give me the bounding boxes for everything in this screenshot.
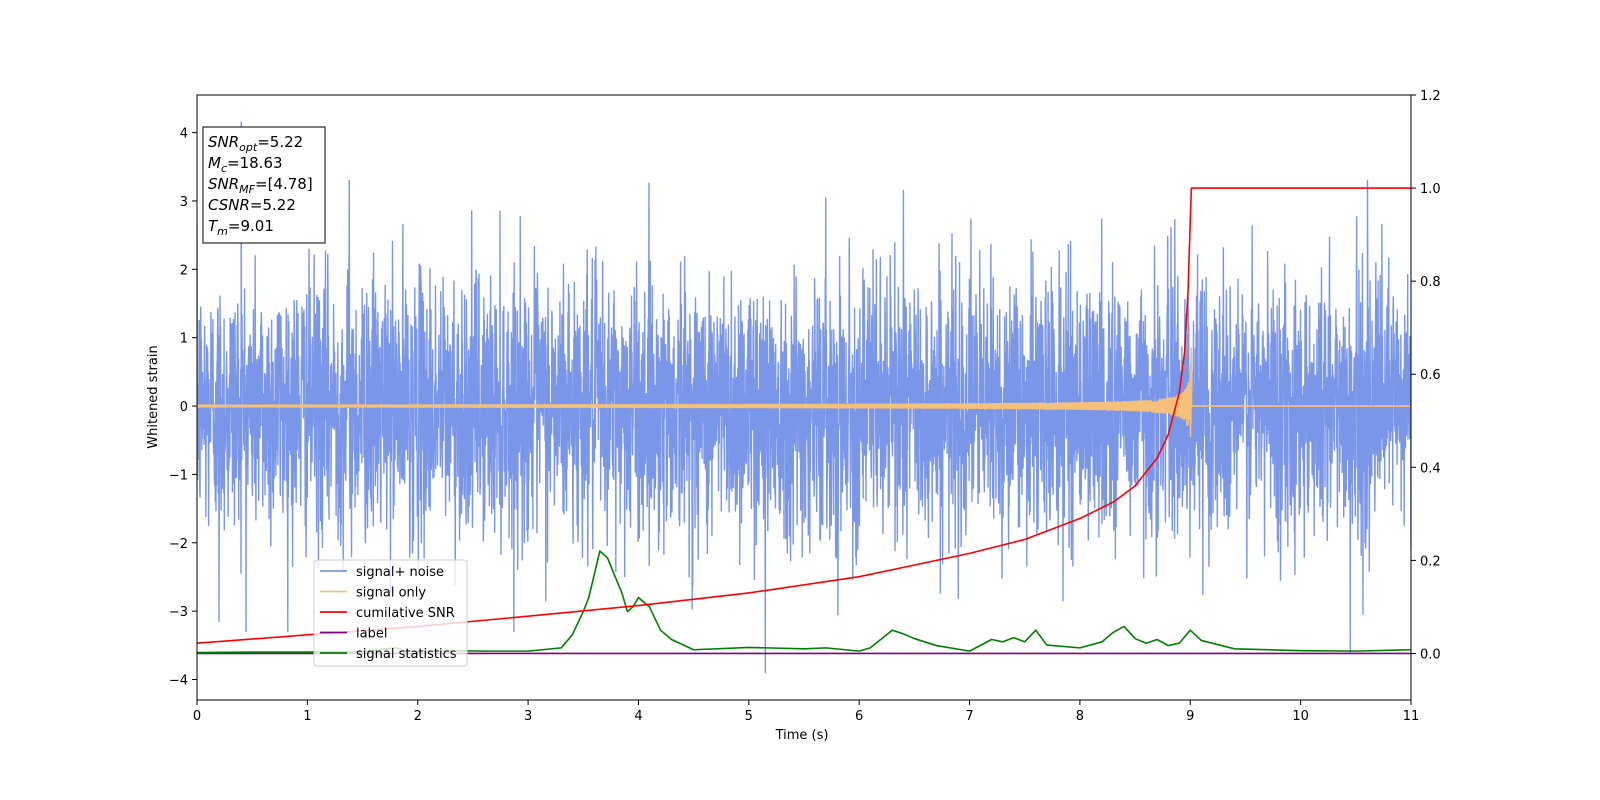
annotation-frame (202, 126, 326, 244)
legend: signal+ noise signal only cumilative SNR la… (313, 559, 468, 667)
x-tick-label: 7 (965, 709, 973, 724)
x-tick-label: 10 (1292, 709, 1309, 724)
x-tick-label: 8 (1076, 709, 1084, 724)
series-line-1 (197, 347, 1411, 438)
y2-tick-label: 0.4 (1420, 461, 1441, 476)
annotation-line: CSNR=5.22 (208, 196, 296, 214)
x-tick-label: 6 (855, 709, 863, 724)
x-tick-label: 2 (414, 709, 422, 724)
y-tick-label: −3 (169, 605, 188, 620)
x-tick-label: 1 (303, 709, 311, 724)
annotation-line: SNRopt=5.22 (208, 133, 303, 154)
x-tick-label: 11 (1403, 709, 1420, 724)
series-line-4 (197, 550, 1411, 654)
y2-tick-label: 0.8 (1420, 275, 1441, 290)
series-line-0 (197, 121, 1411, 674)
legend-entry: label (356, 627, 387, 642)
y-axis-label: Whitened strain (146, 345, 161, 448)
y-axis-left: 4 3 2 1 0 −1 −2 −3 −4 (169, 127, 197, 688)
y-tick-label: −2 (169, 537, 188, 552)
y2-tick-label: 0.0 (1420, 647, 1441, 662)
y-tick-label: 1 (180, 332, 188, 347)
y2-tick-label: 0.6 (1420, 368, 1441, 383)
annotation-line: Tm=9.01 (208, 217, 274, 238)
y2-tick-label: 1.0 (1420, 182, 1441, 197)
x-tick-label: 5 (745, 709, 753, 724)
x-tick-label: 0 (193, 709, 201, 724)
x-tick-label: 3 (524, 709, 532, 724)
x-tick-label: 9 (1186, 709, 1194, 724)
y-tick-label: −1 (169, 468, 188, 483)
x-tick-label: 4 (634, 709, 642, 724)
y-tick-label: 2 (180, 263, 188, 278)
annotation-line: SNRMF=[4.78] (208, 175, 313, 196)
legend-entry: signal only (356, 586, 426, 601)
y-tick-label: 4 (180, 127, 188, 142)
x-axis-label: Time (s) (775, 728, 829, 743)
legend-entry: signal statistics (356, 647, 457, 662)
y2-tick-label: 0.2 (1420, 554, 1441, 569)
y-tick-label: −4 (169, 673, 188, 688)
legend-entry: cumilative SNR (356, 606, 455, 621)
annotation-line: Mc=18.63 (208, 154, 283, 175)
y-axis-right: 1.2 1.0 0.8 0.6 0.4 0.2 0.0 (1411, 89, 1441, 662)
plot-frame (196, 94, 1412, 701)
y-tick-label: 0 (180, 400, 188, 415)
annotation-box: SNRopt=5.22Mc=18.63SNRMF=[4.78]CSNR=5.22… (202, 126, 326, 244)
y2-tick-label: 1.2 (1420, 89, 1441, 104)
y-tick-label: 3 (180, 195, 188, 210)
x-axis: 0 1 2 3 4 5 6 7 8 9 10 11 (193, 700, 1419, 724)
series-line-2 (197, 187, 1411, 645)
legend-frame (313, 559, 468, 667)
legend-entry: signal+ noise (356, 565, 444, 580)
